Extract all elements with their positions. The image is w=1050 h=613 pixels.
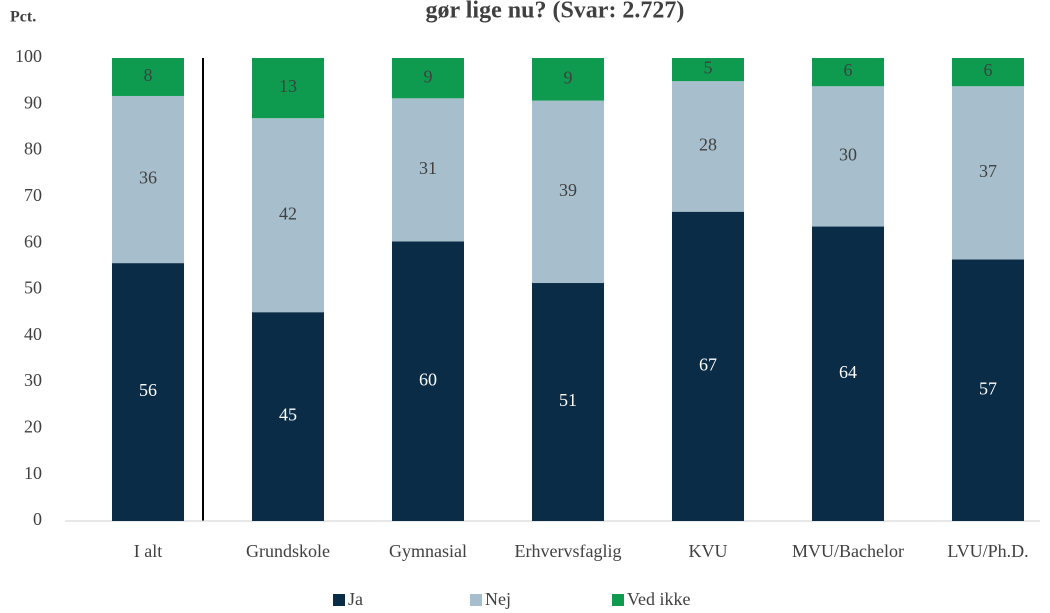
y-axis-label: Pct. — [10, 9, 36, 26]
y-tick-label: 0 — [33, 509, 42, 529]
x-tick-label: MVU/Bachelor — [792, 541, 904, 561]
x-tick-label: LVU/Ph.D. — [947, 541, 1028, 561]
bar-segment — [532, 100, 604, 284]
x-tick-label: KVU — [689, 541, 728, 561]
y-tick-label: 50 — [24, 278, 42, 298]
data-label: 64 — [839, 362, 857, 382]
data-label: 36 — [139, 168, 157, 188]
x-tick-label: I alt — [134, 541, 163, 561]
bar-segment — [812, 58, 884, 87]
y-tick-label: 70 — [24, 185, 42, 205]
bar-segment — [672, 211, 744, 521]
y-tick-label: 20 — [24, 417, 42, 437]
bar-segment — [672, 58, 744, 82]
y-tick-label: 60 — [24, 231, 42, 251]
data-label: 51 — [559, 390, 577, 410]
legend-swatch — [470, 594, 482, 606]
data-label: 13 — [279, 76, 297, 96]
data-label: 6 — [844, 60, 853, 80]
x-tick-label: Grundskole — [246, 541, 330, 561]
x-tick-label: Gymnasial — [389, 541, 467, 561]
legend-label: Ja — [348, 589, 363, 609]
data-label: 67 — [699, 354, 717, 374]
bar-segment — [392, 58, 464, 99]
legend-label: Ved ikke — [627, 589, 690, 609]
y-tick-label: 40 — [24, 324, 42, 344]
data-label: 60 — [419, 369, 437, 389]
data-label: 57 — [979, 378, 997, 398]
data-label: 8 — [144, 65, 153, 85]
bar-segment — [952, 86, 1024, 260]
bar-segment — [112, 58, 184, 96]
data-label: 28 — [699, 135, 717, 155]
bar-segment — [252, 312, 324, 521]
chart-title: gør lige nu? (Svar: 2.727) — [426, 0, 685, 24]
data-label: 5 — [704, 58, 713, 78]
legend-label: Nej — [485, 589, 511, 609]
data-label: 39 — [559, 180, 577, 200]
bar-segment — [672, 81, 744, 212]
bar-segment — [812, 86, 884, 227]
data-label: 37 — [979, 161, 997, 181]
bar-segment — [532, 283, 604, 521]
bar-segment — [392, 98, 464, 242]
data-label: 31 — [419, 158, 437, 178]
bar-segment — [112, 263, 184, 521]
data-label: 6 — [984, 60, 993, 80]
bar-segment — [952, 58, 1024, 87]
bar-segment — [952, 259, 1024, 521]
y-tick-label: 30 — [24, 370, 42, 390]
data-label: 30 — [839, 145, 857, 165]
y-tick-label: 80 — [24, 139, 42, 159]
data-label: 9 — [564, 67, 573, 87]
data-label: 45 — [279, 405, 297, 425]
data-label: 56 — [139, 380, 157, 400]
data-label: 9 — [424, 66, 433, 86]
data-label: 42 — [279, 203, 297, 223]
bar-segment — [252, 58, 324, 119]
bar-segment — [112, 95, 184, 264]
bar-segment — [252, 118, 324, 313]
y-tick-label: 90 — [24, 92, 42, 112]
legend-swatch — [612, 594, 624, 606]
legend-swatch — [333, 594, 345, 606]
bar-segment — [392, 241, 464, 521]
x-tick-label: Erhvervsfaglig — [515, 541, 622, 561]
bar-segment — [812, 226, 884, 522]
y-tick-label: 10 — [24, 463, 42, 483]
bar-segment — [532, 58, 604, 101]
y-tick-label: 100 — [15, 46, 42, 66]
